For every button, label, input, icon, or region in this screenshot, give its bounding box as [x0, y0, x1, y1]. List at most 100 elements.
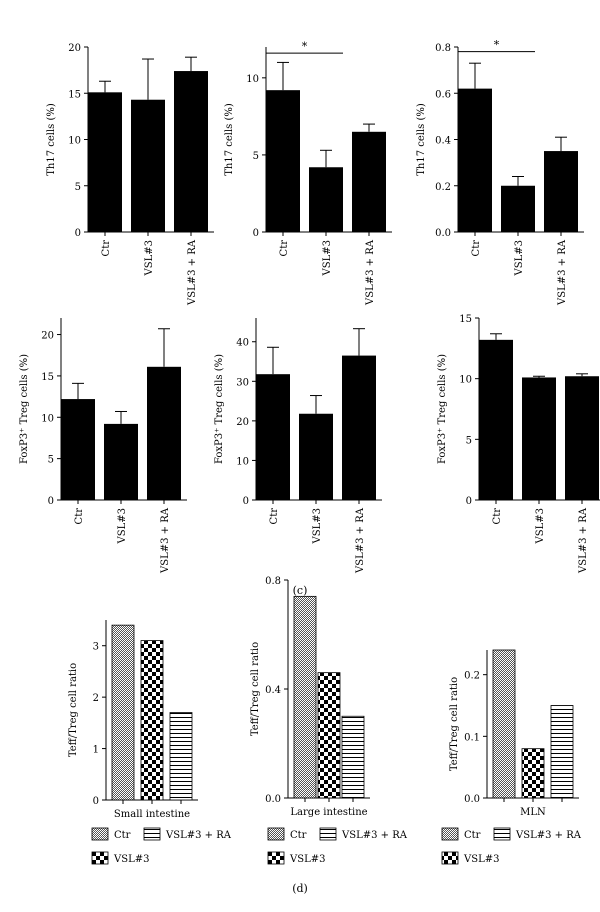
y-tick-label: 3	[93, 642, 99, 653]
bar	[169, 712, 193, 801]
chart-c-row2-2: 0 10 20 30 40 FoxP3⁺ Treg cells (%) Ctr VSL#3 VS…	[214, 318, 382, 574]
legend-swatch-ctr	[441, 827, 459, 841]
legend-label-ctr: Ctr	[464, 830, 481, 841]
x-tick-label: VSL#3 + RA	[365, 239, 376, 306]
legend-swatch-vsl	[91, 851, 109, 865]
significance-label: *	[302, 40, 308, 53]
y-tick-label: 0.0	[265, 794, 281, 805]
legend-swatch-vsl-ra	[319, 827, 337, 841]
x-tick-label: Ctr	[492, 508, 503, 525]
y-tick-label: 10	[246, 74, 259, 85]
legend-1: Ctr VSL#3 + RA VSL#3	[91, 827, 232, 865]
x-tick-label: VSL#3	[312, 508, 323, 544]
x-axis-label: Small intestine	[114, 809, 190, 820]
y-tick-label: 15	[459, 314, 472, 325]
legend-label-vsl: VSL#3	[289, 854, 325, 865]
bar	[521, 748, 545, 799]
bar	[522, 377, 556, 500]
y-tick-label: 0.8	[265, 576, 281, 587]
chart-c-row1-1: 0 5 10 15 20 Th17 cells (%) Ctr VSL#3 VSL#3 + RA	[46, 43, 214, 306]
y-tick-label: 1	[93, 745, 99, 756]
y-tick-label: 5	[253, 151, 259, 162]
x-tick-label: VSL#3 + RA	[187, 239, 198, 306]
y-tick-label: 2	[93, 693, 99, 704]
legend-swatch-ctr	[91, 827, 109, 841]
x-tick-label: VSL#3	[117, 508, 128, 544]
bar	[104, 423, 138, 500]
legend-swatch-ctr	[267, 827, 285, 841]
legend-label-vsl-ra: VSL#3 + RA	[341, 830, 408, 841]
x-tick-label: Ctr	[279, 240, 290, 257]
legend-swatch-vsl	[441, 851, 459, 865]
y-tick-label: 0	[466, 496, 472, 507]
bar	[88, 92, 122, 232]
y-tick-label: 0.8	[435, 43, 451, 54]
bar	[61, 399, 95, 500]
y-tick-label: 30	[236, 377, 249, 388]
y-tick-label: 10	[459, 375, 472, 386]
legend-label-vsl: VSL#3	[113, 854, 149, 865]
y-axis-label: Th17 cells (%)	[46, 103, 57, 176]
y-tick-label: 10	[236, 456, 249, 467]
bar	[111, 624, 135, 801]
y-tick-label: 0	[253, 228, 259, 239]
x-axis-label: Large intestine	[290, 807, 367, 818]
y-tick-label: 5	[48, 455, 54, 466]
bar	[479, 339, 513, 500]
y-tick-label: 15	[68, 89, 81, 100]
bar	[501, 185, 535, 232]
x-tick-label: Ctr	[101, 240, 112, 257]
y-tick-label: 15	[41, 372, 54, 383]
y-axis-label: Th17 cells (%)	[416, 103, 427, 176]
y-tick-label: 0.6	[435, 89, 451, 100]
bar	[565, 376, 599, 500]
y-tick-label: 20	[68, 43, 81, 54]
bar	[352, 131, 386, 232]
y-tick-label: 10	[41, 413, 54, 424]
legend-label-ctr: Ctr	[290, 830, 307, 841]
y-axis-label: Th17 cells (%)	[224, 103, 235, 176]
x-tick-label: VSL#3	[535, 508, 546, 544]
bar	[309, 167, 343, 232]
y-tick-label: 40	[236, 338, 249, 349]
panel-label-d: (d)	[292, 882, 308, 895]
y-tick-label: 20	[236, 417, 249, 428]
bar	[131, 99, 165, 232]
x-tick-label: Ctr	[471, 240, 482, 257]
legend-label-ctr: Ctr	[114, 830, 131, 841]
bar	[140, 640, 164, 801]
legend-2: Ctr VSL#3 + RA VSL#3	[267, 827, 408, 865]
y-tick-label: 0.2	[464, 671, 480, 682]
chart-c-row2-1: 0 5 10 15 20 FoxP3⁺ Treg cells (%) Ctr VSL#3 VSL…	[19, 318, 187, 574]
y-axis-label: FoxP3⁺ Treg cells (%)	[214, 354, 225, 464]
legend-swatch-vsl-ra	[493, 827, 511, 841]
legend-3: Ctr VSL#3 + RA VSL#3	[441, 827, 582, 865]
y-axis-label: FoxP3⁺ Treg cells (%)	[437, 354, 448, 464]
y-tick-label: 0.1	[464, 732, 480, 743]
bar	[293, 595, 317, 799]
x-tick-label: VSL#3	[514, 240, 525, 276]
bar	[458, 88, 492, 232]
legend-swatch-vsl	[267, 851, 285, 865]
bar	[299, 413, 333, 500]
bar	[342, 355, 376, 500]
y-tick-label: 0.0	[435, 228, 451, 239]
bar	[256, 374, 290, 500]
x-tick-label: VSL#3	[144, 240, 155, 276]
x-tick-label: VSL#3 + RA	[557, 239, 568, 306]
x-tick-label: VSL#3 + RA	[355, 507, 366, 574]
bar	[147, 366, 181, 500]
x-tick-label: VSL#3 + RA	[160, 507, 171, 574]
panel-label-c: (c)	[293, 584, 308, 597]
legend-label-vsl-ra: VSL#3 + RA	[515, 830, 582, 841]
y-tick-label: 5	[75, 182, 81, 193]
bar	[317, 672, 341, 799]
y-tick-label: 0.4	[435, 136, 451, 147]
x-axis-label: MLN	[520, 807, 546, 818]
x-tick-label: Ctr	[269, 508, 280, 525]
bar	[174, 71, 208, 232]
y-tick-label: 0	[243, 496, 249, 507]
chart-d-1: 0 1 2 3 Teff/Treg cell ratio Small intestine	[68, 620, 198, 820]
y-tick-label: 20	[41, 331, 54, 342]
y-tick-label: 0.4	[265, 685, 281, 696]
